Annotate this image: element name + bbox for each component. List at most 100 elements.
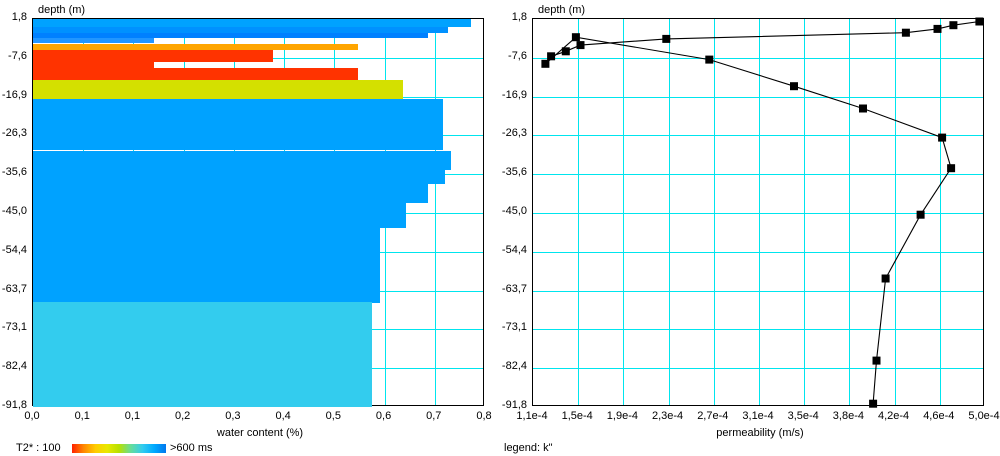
data-point-marker bbox=[790, 82, 798, 91]
bar bbox=[33, 302, 372, 407]
data-point-marker bbox=[881, 274, 890, 283]
x-tick-label: 0,5 bbox=[325, 410, 341, 422]
bar bbox=[33, 99, 443, 150]
y-gridline bbox=[533, 97, 983, 98]
y-tick-label: -45,0 bbox=[1, 205, 27, 217]
data-point-marker bbox=[705, 55, 714, 64]
y-tick-label: -45,0 bbox=[501, 205, 527, 217]
x-gridline bbox=[759, 19, 760, 405]
bar bbox=[33, 203, 406, 228]
y-tick-label: -16,9 bbox=[1, 88, 27, 101]
data-point-marker bbox=[561, 47, 570, 56]
bar bbox=[33, 62, 154, 68]
y-tick-label: -54,4 bbox=[501, 243, 527, 256]
bar bbox=[33, 27, 448, 33]
x-gridline bbox=[895, 19, 896, 405]
y-tick-label: -16,9 bbox=[501, 88, 527, 101]
bar bbox=[33, 38, 154, 43]
left-x-axis-title: water content (%) bbox=[216, 427, 304, 439]
y-gridline bbox=[533, 252, 983, 253]
left-y-axis-title: depth (m) bbox=[38, 4, 86, 16]
bar bbox=[33, 80, 403, 100]
y-tick-label: 1,8 bbox=[511, 11, 527, 23]
right-legend: legend: k" bbox=[504, 442, 553, 454]
x-tick-label: 0,6 bbox=[375, 410, 392, 422]
x-tick-label: 0,7 bbox=[426, 410, 442, 422]
data-point-marker bbox=[547, 52, 556, 61]
bar bbox=[33, 228, 380, 303]
x-tick-label: 0,2 bbox=[175, 410, 191, 422]
x-gridline bbox=[578, 19, 579, 405]
y-gridline bbox=[533, 329, 983, 330]
x-tick-label: 0,4 bbox=[275, 410, 291, 422]
data-point-marker bbox=[576, 41, 585, 50]
x-tick-label: 3,1e-4 bbox=[742, 410, 774, 422]
x-tick-label: 1,9e-4 bbox=[606, 410, 638, 422]
data-point-marker bbox=[571, 33, 580, 42]
x-tick-label: 2,7e-4 bbox=[697, 410, 729, 422]
legend-gradient bbox=[72, 444, 166, 453]
y-tick-label: -35,6 bbox=[501, 166, 527, 179]
data-point-marker bbox=[662, 34, 671, 43]
y-gridline bbox=[533, 368, 983, 369]
y-tick-label: -26,3 bbox=[501, 127, 527, 140]
x-tick-label: 0,1 bbox=[124, 410, 141, 422]
data-point-marker bbox=[859, 104, 867, 113]
x-tick-label: 0,1 bbox=[74, 410, 90, 422]
x-tick-label: 0,3 bbox=[225, 410, 241, 422]
x-tick-label: 4,6e-4 bbox=[923, 410, 955, 422]
permeability-series bbox=[541, 17, 984, 408]
data-point-marker bbox=[949, 21, 958, 30]
y-tick-label: -63,7 bbox=[1, 282, 27, 295]
y-gridline bbox=[533, 291, 983, 292]
x-tick-label: 0,0 bbox=[24, 410, 40, 422]
permeability-chart-panel: depth (m) permeability (m/s) legend: k" … bbox=[500, 0, 1000, 456]
x-tick-label: 5,0e-4 bbox=[968, 410, 1000, 422]
x-tick-label: 1,1e-4 bbox=[516, 410, 548, 422]
data-point-marker bbox=[869, 399, 878, 408]
x-gridline bbox=[714, 19, 715, 405]
data-point-marker bbox=[947, 164, 956, 173]
data-point-marker bbox=[872, 356, 881, 365]
y-tick-label: -82,4 bbox=[1, 360, 27, 373]
y-tick-label: 1,8 bbox=[11, 11, 27, 23]
right-y-axis-title: depth (m) bbox=[538, 4, 586, 16]
data-point-marker bbox=[933, 24, 942, 33]
y-tick-label: -7,6 bbox=[8, 49, 27, 62]
data-point-marker bbox=[901, 28, 910, 37]
x-tick-label: 2,3e-4 bbox=[651, 410, 684, 422]
left-legend-left-label: T2* : 100 bbox=[16, 442, 61, 454]
bar bbox=[33, 184, 428, 203]
data-point-marker bbox=[938, 133, 947, 142]
bar bbox=[33, 151, 451, 170]
series-line bbox=[544, 20, 980, 404]
data-point-marker bbox=[541, 59, 550, 68]
y-tick-label: -82,4 bbox=[501, 360, 527, 373]
x-gridline bbox=[435, 19, 436, 405]
x-tick-label: 3,5e-4 bbox=[787, 410, 819, 422]
bar bbox=[33, 169, 445, 184]
bar bbox=[33, 44, 358, 50]
y-tick-label: -35,6 bbox=[1, 166, 27, 179]
water-content-chart-panel: depth (m) water content (%) T2* : 100 >6… bbox=[1, 4, 492, 454]
bar bbox=[33, 33, 428, 38]
x-gridline bbox=[804, 19, 805, 405]
y-tick-label: -91,8 bbox=[501, 399, 527, 411]
x-gridline bbox=[623, 19, 624, 405]
left-plot-area bbox=[32, 18, 484, 407]
x-gridline bbox=[669, 19, 670, 405]
y-tick-label: -73,1 bbox=[501, 321, 527, 334]
y-tick-label: -63,7 bbox=[501, 282, 527, 295]
y-tick-label: -26,3 bbox=[1, 127, 27, 140]
data-point-marker bbox=[975, 17, 984, 26]
x-tick-label: 0,8 bbox=[476, 410, 492, 422]
x-tick-label: 1,5e-4 bbox=[561, 410, 593, 422]
bar bbox=[33, 50, 273, 62]
bar bbox=[33, 68, 358, 80]
x-tick-label: 3,8e-4 bbox=[832, 410, 864, 422]
bar bbox=[33, 19, 471, 27]
x-gridline bbox=[849, 19, 850, 405]
y-gridline bbox=[533, 58, 983, 59]
y-gridline bbox=[533, 213, 983, 214]
y-tick-label: -73,1 bbox=[1, 321, 27, 334]
